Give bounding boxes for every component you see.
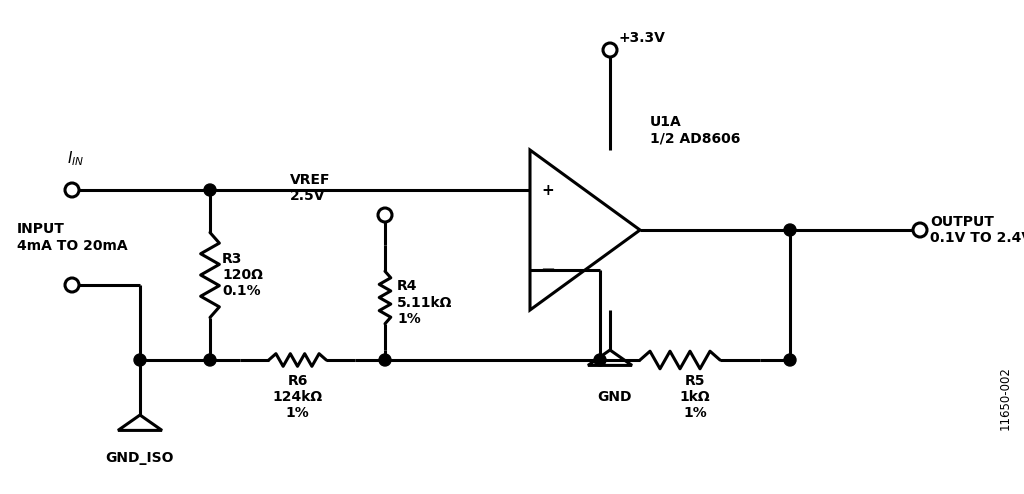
Text: $I_{IN}$: $I_{IN}$	[67, 149, 84, 168]
Text: R5
1kΩ
1%: R5 1kΩ 1%	[680, 374, 711, 420]
Text: +: +	[542, 182, 554, 198]
Text: R6
124kΩ
1%: R6 124kΩ 1%	[272, 374, 323, 420]
Circle shape	[378, 208, 392, 222]
Text: GND: GND	[598, 390, 632, 404]
Circle shape	[594, 354, 606, 366]
Text: −: −	[541, 261, 556, 279]
Text: +3.3V: +3.3V	[618, 31, 665, 45]
Text: GND_ISO: GND_ISO	[105, 451, 174, 465]
Circle shape	[204, 184, 216, 196]
Circle shape	[379, 354, 391, 366]
Text: U1A
1/2 AD8606: U1A 1/2 AD8606	[650, 115, 740, 145]
Text: 11650-002: 11650-002	[998, 366, 1012, 430]
Text: R4
5.11kΩ
1%: R4 5.11kΩ 1%	[397, 279, 453, 326]
Text: R3
120Ω
0.1%: R3 120Ω 0.1%	[222, 252, 263, 298]
Circle shape	[134, 354, 146, 366]
Circle shape	[784, 354, 796, 366]
Circle shape	[204, 354, 216, 366]
Text: INPUT
4mA TO 20mA: INPUT 4mA TO 20mA	[17, 222, 128, 252]
Circle shape	[603, 43, 617, 57]
Text: OUTPUT
0.1V TO 2.4V: OUTPUT 0.1V TO 2.4V	[930, 215, 1024, 245]
Text: VREF
2.5V: VREF 2.5V	[290, 173, 331, 203]
Circle shape	[65, 183, 79, 197]
Circle shape	[65, 278, 79, 292]
Circle shape	[913, 223, 927, 237]
Circle shape	[784, 224, 796, 236]
